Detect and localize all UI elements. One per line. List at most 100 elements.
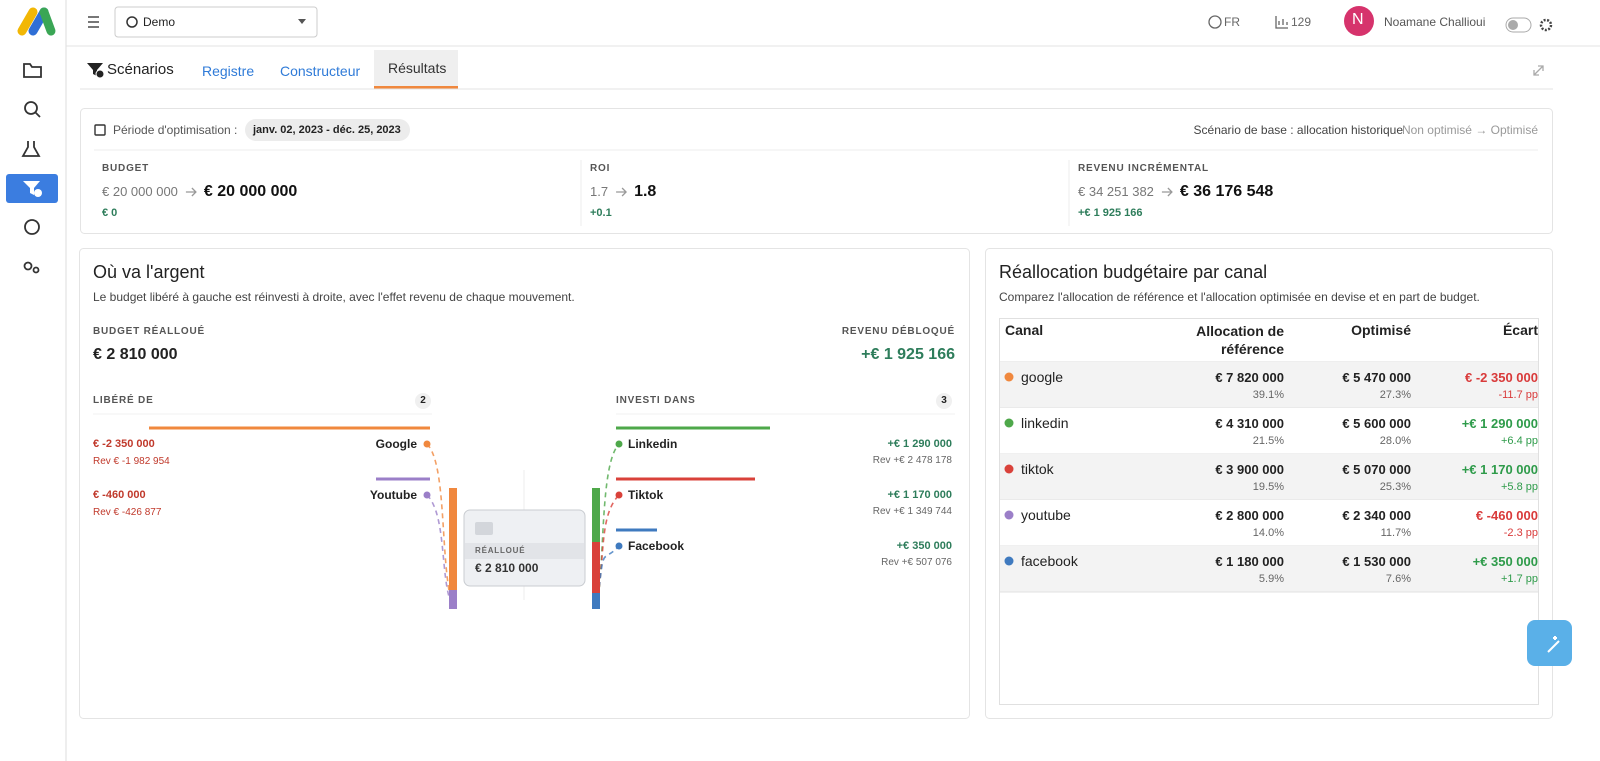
optimized: € 5 600 000	[1342, 416, 1411, 431]
reference-share: 39.1%	[1252, 389, 1284, 401]
card-icon	[475, 522, 493, 535]
channel-name: linkedin	[1021, 415, 1069, 431]
optimized: € 2 340 000	[1342, 508, 1411, 523]
channel-dot	[1004, 556, 1014, 566]
kpi-from: € 20 000 000	[102, 184, 178, 199]
center-value: € 2 810 000	[475, 561, 539, 575]
table-row	[1000, 362, 1538, 408]
source-name: Youtube	[369, 488, 417, 502]
scenario-badge	[95, 69, 105, 79]
source-link	[426, 494, 453, 606]
period-pill	[245, 119, 410, 141]
scenario-icon	[87, 63, 103, 76]
column-header: Optimisé	[1351, 322, 1411, 338]
settings-icon-small	[32, 266, 40, 274]
help-icon[interactable]	[24, 219, 40, 235]
budget-value: € 2 810 000	[93, 346, 178, 363]
folder-icon[interactable]	[23, 63, 42, 78]
avatar[interactable]	[1344, 6, 1374, 36]
difference: +€ 350 000	[1472, 554, 1538, 569]
target-revenue: Rev +€ 2 478 178	[872, 455, 952, 466]
freed-count: 2	[415, 393, 431, 409]
menu-icon[interactable]	[88, 16, 99, 28]
tab[interactable]: Scénarios	[107, 61, 174, 78]
target-dot	[615, 542, 623, 550]
difference: € -460 000	[1475, 508, 1538, 523]
table-row	[1000, 500, 1538, 546]
target-amount: +€ 1 290 000	[887, 438, 952, 450]
count: 129	[1291, 15, 1312, 29]
optimized-share: 28.0%	[1379, 435, 1411, 447]
kpi-arrow	[616, 187, 627, 197]
difference-pp: -2.3 pp	[1503, 527, 1538, 539]
source-dot	[423, 440, 431, 448]
channel-dot	[1004, 372, 1014, 382]
table-row	[1000, 408, 1538, 454]
target-amount: +€ 350 000	[896, 540, 952, 552]
target-stack	[592, 593, 600, 609]
project-name[interactable]: Demo	[143, 15, 176, 29]
source-name: Google	[375, 437, 417, 451]
tab[interactable]: Registre	[202, 63, 255, 79]
source-amount: € -2 350 000	[93, 438, 155, 450]
project-icon	[126, 16, 138, 28]
target-revenue: Rev +€ 1 349 744	[872, 506, 952, 517]
kpi-from: € 34 251 382	[1078, 184, 1154, 199]
user-name[interactable]: Noamane Challioui	[1384, 15, 1486, 29]
mode[interactable]: Non optimisé → Optimisé	[1401, 123, 1538, 137]
optimized: € 5 070 000	[1342, 462, 1411, 477]
source-amount: € -460 000	[93, 489, 146, 501]
kpi-label: BUDGET	[102, 163, 150, 174]
kpi-arrow	[1161, 187, 1173, 197]
reference-share: 21.5%	[1252, 435, 1284, 447]
kpi-label: ROI	[590, 163, 611, 174]
globe-icon[interactable]	[1208, 15, 1222, 29]
active-tab-bg	[374, 50, 458, 89]
source-stack	[449, 488, 457, 590]
column-header: Écart	[1502, 322, 1538, 338]
difference: +€ 1 170 000	[1461, 462, 1538, 477]
settings-icon[interactable]	[23, 261, 33, 271]
calendar-icon	[94, 124, 106, 136]
budget-label: BUDGET RÉALLOUÉ	[93, 326, 205, 337]
invested-count: 3	[936, 393, 952, 409]
settings-icon[interactable]	[1539, 18, 1553, 32]
optimized: € 5 470 000	[1342, 370, 1411, 385]
floating-button[interactable]	[1527, 620, 1572, 666]
logo	[17, 7, 56, 36]
column-header: Allocation de référence	[1196, 323, 1284, 357]
kpi-to: € 20 000 000	[203, 183, 298, 200]
kpi-from: 1.7	[590, 184, 609, 199]
difference-pp: +1.7 pp	[1500, 573, 1538, 585]
source-revenue: Rev € -426 877	[93, 507, 162, 518]
optimized: € 1 530 000	[1342, 554, 1411, 569]
language[interactable]: FR	[1224, 15, 1240, 29]
tab[interactable]: Constructeur	[280, 63, 361, 79]
channel-name: youtube	[1021, 507, 1071, 523]
center-card-band	[465, 543, 584, 559]
column-header: Canal	[1005, 322, 1044, 338]
project-select[interactable]	[114, 6, 318, 38]
avatar-initial[interactable]: N	[1352, 11, 1364, 28]
reference-share: 19.5%	[1252, 481, 1284, 493]
optimized-share: 7.6%	[1385, 573, 1411, 585]
sidebar-icons[interactable]	[21, 63, 42, 274]
tab[interactable]: Résultats	[388, 60, 447, 76]
source-revenue: Rev € -1 982 954	[93, 456, 170, 467]
invested-label: INVESTI DANS	[616, 395, 696, 406]
reference: € 3 900 000	[1215, 462, 1284, 477]
expand-icon[interactable]	[1533, 65, 1544, 76]
channel-name: facebook	[1021, 553, 1078, 569]
baseline: Scénario de base : allocation historique	[1193, 123, 1403, 137]
flow-shapes	[93, 413, 955, 609]
search-icon[interactable]	[24, 101, 38, 115]
period[interactable]: janv. 02, 2023 - déc. 25, 2023	[253, 124, 401, 136]
target-amount: +€ 1 170 000	[887, 489, 952, 501]
flask-icon[interactable]	[21, 141, 41, 157]
kpi-arrow	[185, 187, 197, 197]
target-dot	[615, 440, 623, 448]
reference: € 7 820 000	[1215, 370, 1284, 385]
revenue-label: REVENU DÉBLOQUÉ	[841, 326, 955, 337]
